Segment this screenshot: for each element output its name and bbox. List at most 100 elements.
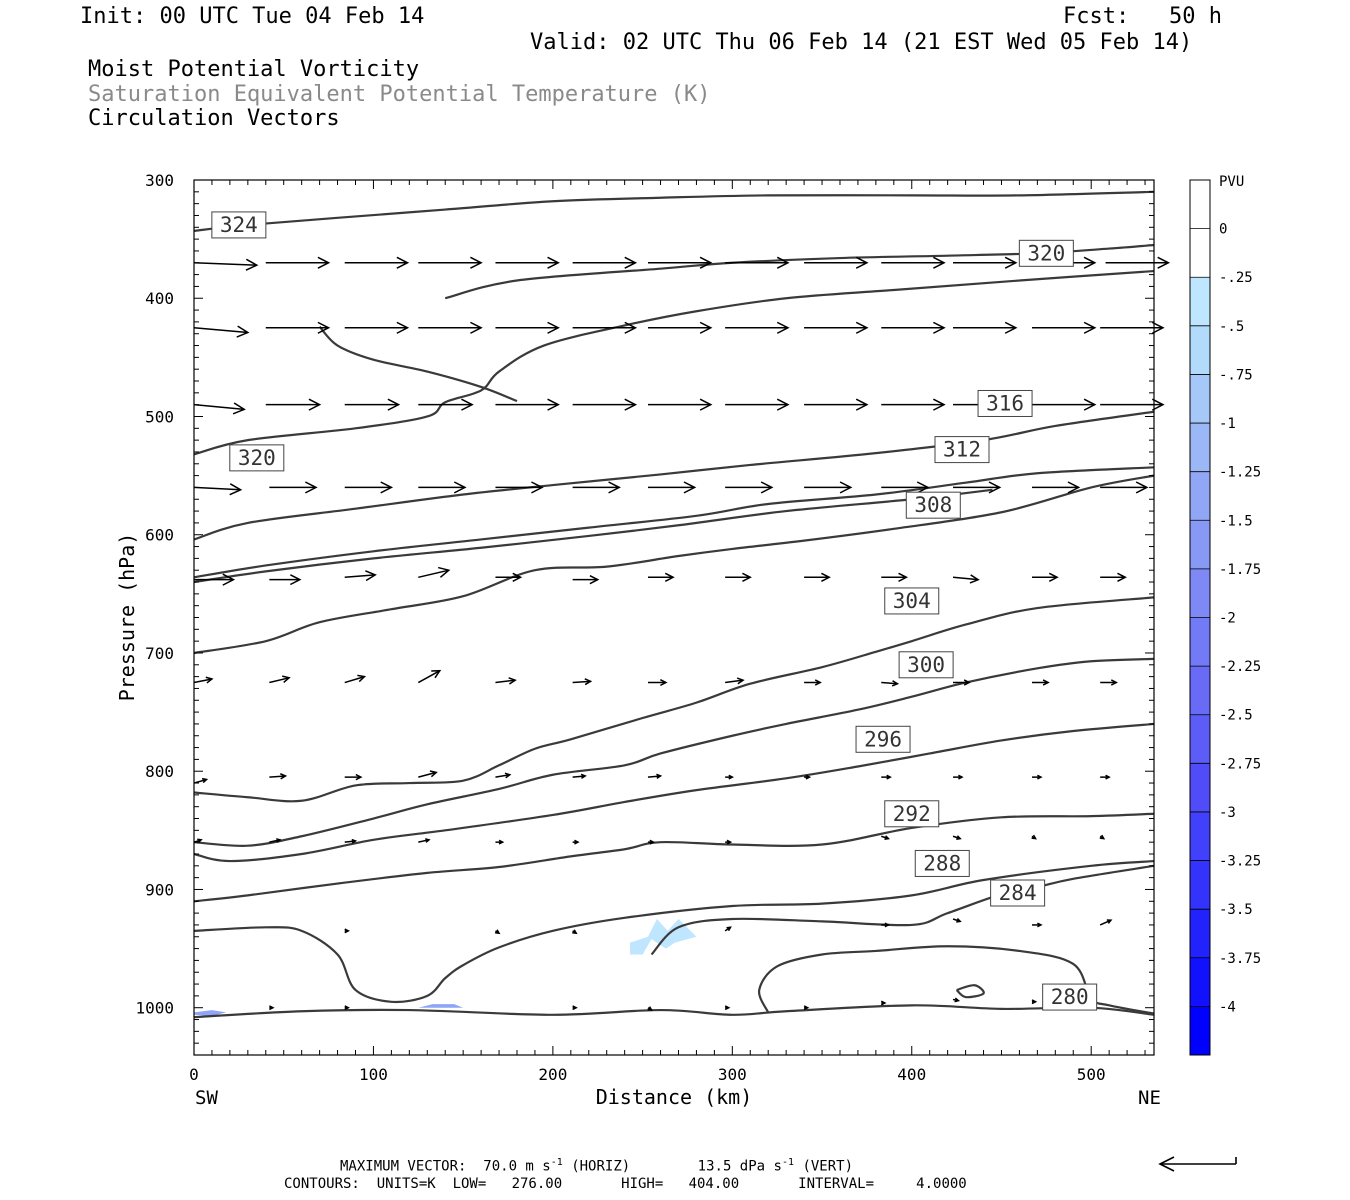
circulation-vector — [647, 256, 713, 269]
circulation-vector — [344, 1005, 350, 1011]
colorbar-level-label: 0 — [1219, 222, 1227, 238]
contour-label-312: 312 — [934, 436, 990, 464]
contour-label-324: 324 — [211, 211, 267, 239]
circulation-vector — [494, 929, 501, 935]
colorbar-level-label: -2.75 — [1219, 756, 1261, 772]
colorbar-level-label: -1.75 — [1219, 562, 1261, 578]
colorbar-swatch — [1190, 860, 1210, 910]
contour-line-308-7 — [193, 474, 1155, 655]
circulation-vector — [953, 256, 1018, 269]
contour-line-296-10 — [193, 722, 1155, 863]
circulation-vector — [193, 483, 243, 496]
colorbar-swatch — [1190, 520, 1210, 570]
circulation-vector — [881, 774, 892, 780]
circulation-vector — [804, 398, 869, 411]
contour-layer — [193, 190, 1155, 1019]
circulation-vector — [724, 926, 732, 932]
circulation-vector — [1100, 679, 1118, 686]
colorbar-swatch — [1190, 714, 1210, 764]
circulation-vector — [647, 398, 713, 411]
circulation-vector — [953, 679, 971, 686]
circulation-vector — [1031, 999, 1038, 1005]
svg-text:292: 292 — [893, 802, 931, 826]
circulation-vector — [572, 839, 580, 845]
contour-label-316: 316 — [977, 389, 1033, 417]
circulation-vector — [725, 774, 734, 780]
colorbar-swatch — [1190, 811, 1210, 862]
circulation-vector — [1100, 481, 1149, 494]
circulation-vector — [495, 677, 517, 685]
colorbar-swatch — [1190, 374, 1210, 424]
colorbar-swatch — [1190, 471, 1210, 521]
colorbar-swatch — [1190, 228, 1210, 278]
circulation-vector — [1100, 572, 1127, 582]
circulation-vector — [193, 258, 259, 271]
colorbar-swatch — [1190, 568, 1210, 618]
vector-layer — [193, 256, 1171, 1011]
circulation-vector — [344, 256, 410, 269]
svg-text:284: 284 — [999, 881, 1037, 905]
circulation-vector — [880, 1000, 887, 1006]
circulation-vector — [647, 1006, 653, 1011]
field-title-1: Moist Potential Vorticity — [88, 57, 420, 82]
circulation-vector — [269, 1005, 275, 1011]
contour-label-320: 320 — [1018, 239, 1074, 267]
circulation-vector — [1099, 919, 1113, 926]
contour-label-296: 296 — [855, 725, 911, 753]
colorbar-units: PVU — [1219, 174, 1244, 190]
circulation-vector — [344, 570, 377, 582]
circulation-vector — [194, 573, 236, 586]
x-tick-label: 100 — [359, 1065, 388, 1084]
y-tick-label: 700 — [145, 644, 174, 663]
y-tick-label: 800 — [145, 762, 174, 781]
contour-line-320-3 — [318, 325, 518, 403]
svg-text:312: 312 — [943, 438, 981, 462]
circulation-vector — [193, 402, 246, 415]
contour-label-308: 308 — [905, 491, 961, 519]
circulation-vector — [1100, 774, 1111, 780]
contour-line-292-11 — [193, 812, 1155, 903]
circulation-vector — [1031, 481, 1081, 494]
contour-label-292: 292 — [884, 800, 940, 828]
circulation-vector — [724, 1005, 731, 1011]
circulation-vector — [647, 321, 713, 334]
svg-text:320: 320 — [238, 446, 276, 470]
svg-text:308: 308 — [914, 493, 952, 517]
circulation-vector — [881, 321, 946, 334]
circulation-vector — [344, 481, 394, 494]
field-title-3: Circulation Vectors — [88, 106, 340, 131]
circulation-vector — [1099, 834, 1106, 840]
circulation-vector — [881, 835, 890, 840]
circulation-vector — [1105, 256, 1171, 269]
svg-text:304: 304 — [893, 589, 931, 613]
circulation-vector — [418, 838, 431, 843]
circulation-vector — [495, 481, 544, 494]
colorbar-level-label: -2 — [1219, 611, 1236, 627]
circulation-vector — [572, 575, 600, 585]
circulation-vector — [344, 674, 367, 684]
circulation-vector — [344, 838, 358, 844]
x-end-label-sw: SW — [195, 1087, 218, 1109]
colorbar-level-label: -3.75 — [1219, 951, 1261, 967]
circulation-vector — [952, 918, 962, 923]
circulation-vector — [1031, 834, 1037, 840]
circulation-vector — [418, 770, 438, 778]
x-tick-label: 400 — [897, 1065, 926, 1084]
contour-line-316-4 — [193, 410, 1155, 541]
pv-shade-2 — [418, 1004, 464, 1008]
circulation-vector — [418, 256, 483, 269]
circulation-vector — [265, 256, 331, 269]
colorbar: 0 -.25 -.5 -.75 -1 -1.25 -1.5 -1.75 -2 -2.25 -2.5 -… — [1189, 179, 1261, 1056]
x-axis-label: Distance (km) — [596, 1085, 753, 1109]
circulation-vector — [344, 773, 363, 781]
valid-time: Valid: 02 UTC Thu 06 Feb 14 (21 EST Wed … — [530, 30, 1193, 55]
circulation-vector — [881, 680, 900, 687]
circulation-vector — [804, 256, 869, 269]
circulation-vector — [1031, 572, 1059, 582]
contour-line-320-1 — [193, 269, 1155, 456]
circulation-vector — [495, 572, 523, 582]
contour-label-280: 280 — [1042, 983, 1098, 1011]
field-title-2: Saturation Equivalent Potential Temperat… — [88, 82, 711, 107]
colorbar-level-label: -.25 — [1219, 270, 1253, 286]
circulation-vector — [725, 398, 790, 411]
